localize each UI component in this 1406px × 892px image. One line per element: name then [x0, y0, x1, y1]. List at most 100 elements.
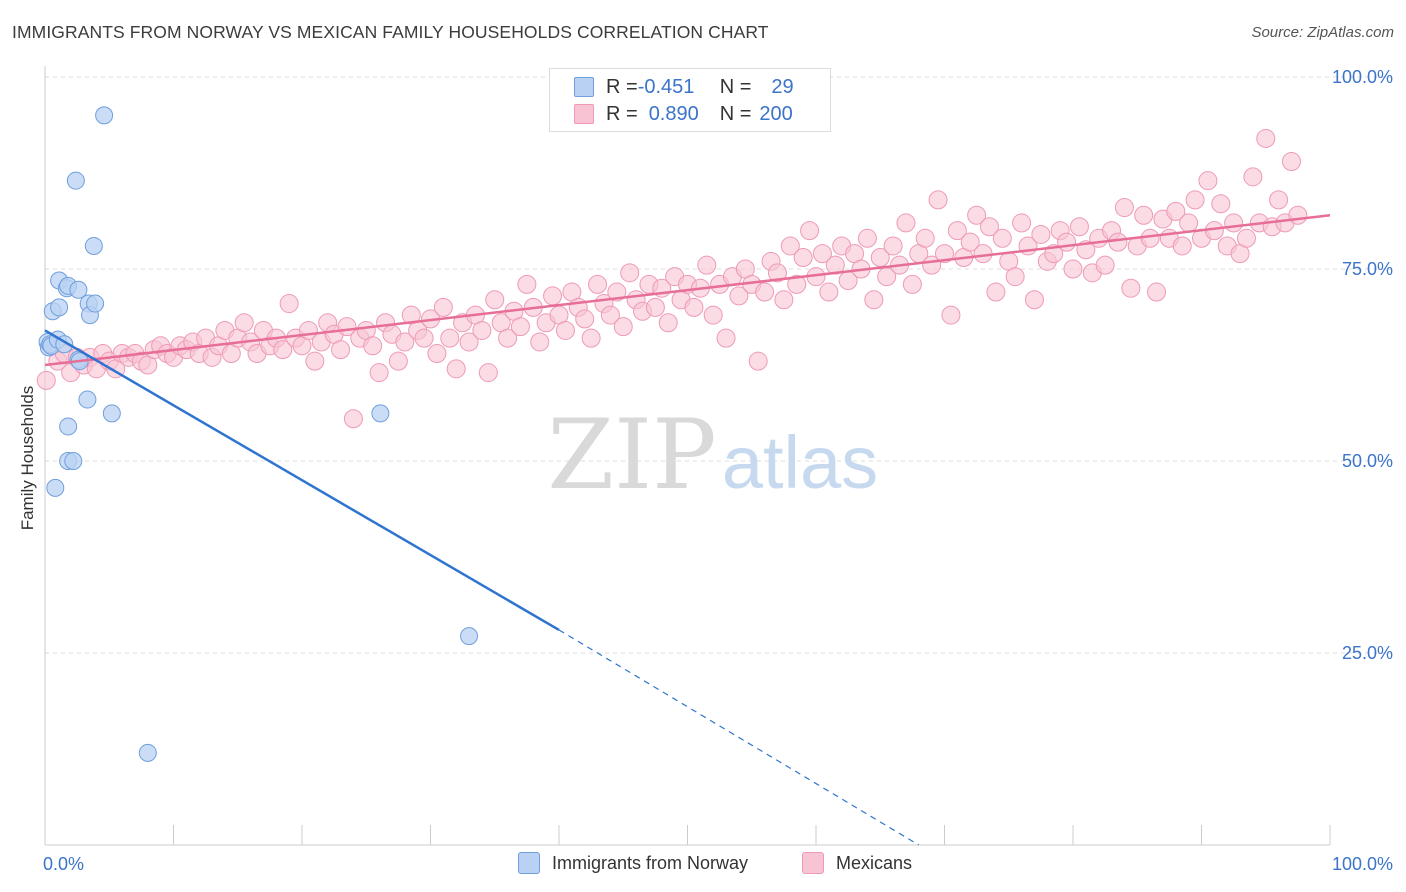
mexicans-legend-label: Mexicans — [836, 852, 913, 873]
mexicans-point — [279, 294, 299, 314]
norway-trend-line — [44, 329, 560, 632]
mexicans-swatch — [574, 104, 594, 124]
mexicans-point — [684, 297, 704, 317]
mexicans-point — [1057, 232, 1077, 252]
y-tick-label: 25.0% — [1342, 643, 1393, 663]
norway-trend-extension — [558, 629, 920, 846]
axes — [44, 66, 1331, 846]
mexicans-point — [543, 286, 563, 306]
norway-point — [86, 294, 105, 313]
mexicans-point — [1281, 151, 1301, 171]
mexicans-point — [1024, 290, 1044, 310]
mexicans-point — [697, 255, 717, 275]
norway-point — [66, 171, 85, 190]
mexicans-point — [395, 332, 415, 352]
mexicans-point — [36, 370, 56, 390]
mexicans-point — [1236, 228, 1256, 248]
mexicans-point — [517, 274, 537, 294]
mexicans-r-value: 0.890 — [648, 102, 699, 125]
mexicans-point — [1256, 128, 1276, 148]
mexicans-point — [555, 320, 575, 340]
mexicans-point — [935, 244, 954, 264]
mexicans-point — [1031, 224, 1051, 244]
mexicans-point — [1069, 217, 1089, 237]
mexicans-point — [575, 309, 595, 329]
mexicans-point — [896, 213, 916, 233]
norway-point — [95, 106, 114, 125]
norway-point — [102, 404, 121, 423]
mexicans-point — [414, 328, 434, 348]
mexicans-point — [607, 282, 627, 302]
norway-point — [371, 404, 390, 423]
mexicans-point — [363, 336, 383, 356]
mexicans-point — [588, 274, 608, 294]
norway-swatch — [574, 77, 594, 97]
mexicans-point — [388, 351, 408, 371]
mexicans-point — [819, 282, 839, 302]
mexicans-point — [1269, 190, 1289, 210]
mexicans-points — [36, 128, 1308, 429]
mexicans-point — [1134, 205, 1154, 225]
norway-r-label: R = — [606, 75, 638, 98]
mexicans-point — [1108, 232, 1128, 252]
mexicans-r-label: R = — [606, 102, 638, 125]
mexicans-point — [331, 340, 351, 360]
mexicans-point — [305, 351, 325, 371]
mexicans-point — [793, 247, 813, 267]
mexicans-point — [273, 340, 293, 360]
mexicans-point — [427, 343, 447, 363]
grid-lines — [45, 76, 1392, 654]
mexicans-point — [787, 274, 807, 294]
bottom-legend-mexicans: Mexicans — [802, 852, 912, 874]
mexicans-point — [986, 282, 1006, 302]
mexicans-point — [755, 282, 775, 302]
mexicans-point — [864, 290, 884, 310]
mexicans-legend-swatch — [802, 852, 824, 874]
mexicans-point — [992, 228, 1012, 248]
mexicans-point — [1224, 213, 1244, 233]
legend-row-norway: R = -0.451 N = 29 — [574, 74, 794, 100]
mexicans-point — [472, 320, 492, 340]
mexicans-point — [967, 205, 987, 225]
mexicans-point — [1063, 259, 1083, 279]
mexicans-point — [1172, 236, 1192, 256]
norway-point — [64, 452, 83, 470]
mexicans-point — [947, 221, 967, 241]
mexicans-point — [498, 328, 518, 348]
mexicans-point — [530, 332, 550, 352]
mexicans-point — [767, 263, 787, 283]
norway-r-value: -0.451 — [637, 75, 695, 98]
mexicans-point — [825, 255, 845, 275]
mexicans-point — [1185, 190, 1205, 210]
mexicans-point — [1114, 198, 1134, 218]
mexicans-point — [1095, 255, 1115, 275]
mexicans-point — [1121, 278, 1141, 298]
mexicans-point — [369, 363, 389, 383]
mexicans-point — [1147, 282, 1167, 302]
mexicans-point — [1166, 201, 1186, 221]
norway-point — [138, 743, 157, 762]
watermark: ZIP atlas — [547, 399, 878, 511]
mexicans-point — [941, 305, 961, 325]
watermark-atlas: atlas — [722, 421, 878, 504]
norway-point — [50, 298, 69, 317]
mexicans-point — [883, 236, 903, 256]
mexicans-point — [658, 313, 678, 333]
mexicans-point — [1288, 205, 1308, 225]
mexicans-point — [581, 328, 601, 348]
norway-legend-swatch — [518, 852, 540, 874]
y-tick-label: 100.0% — [1332, 67, 1393, 87]
mexicans-point — [928, 190, 948, 210]
mexicans-point — [812, 244, 832, 264]
mexicans-point — [857, 228, 877, 248]
mexicans-point — [716, 328, 736, 348]
mexicans-point — [234, 313, 254, 333]
mexicans-point — [510, 317, 530, 337]
norway-point — [84, 236, 103, 255]
norway-points — [38, 106, 479, 762]
norway-point — [460, 627, 479, 646]
mexicans-point — [1140, 228, 1160, 248]
y-tick-label: 50.0% — [1342, 451, 1393, 471]
mexicans-point — [1243, 167, 1263, 187]
